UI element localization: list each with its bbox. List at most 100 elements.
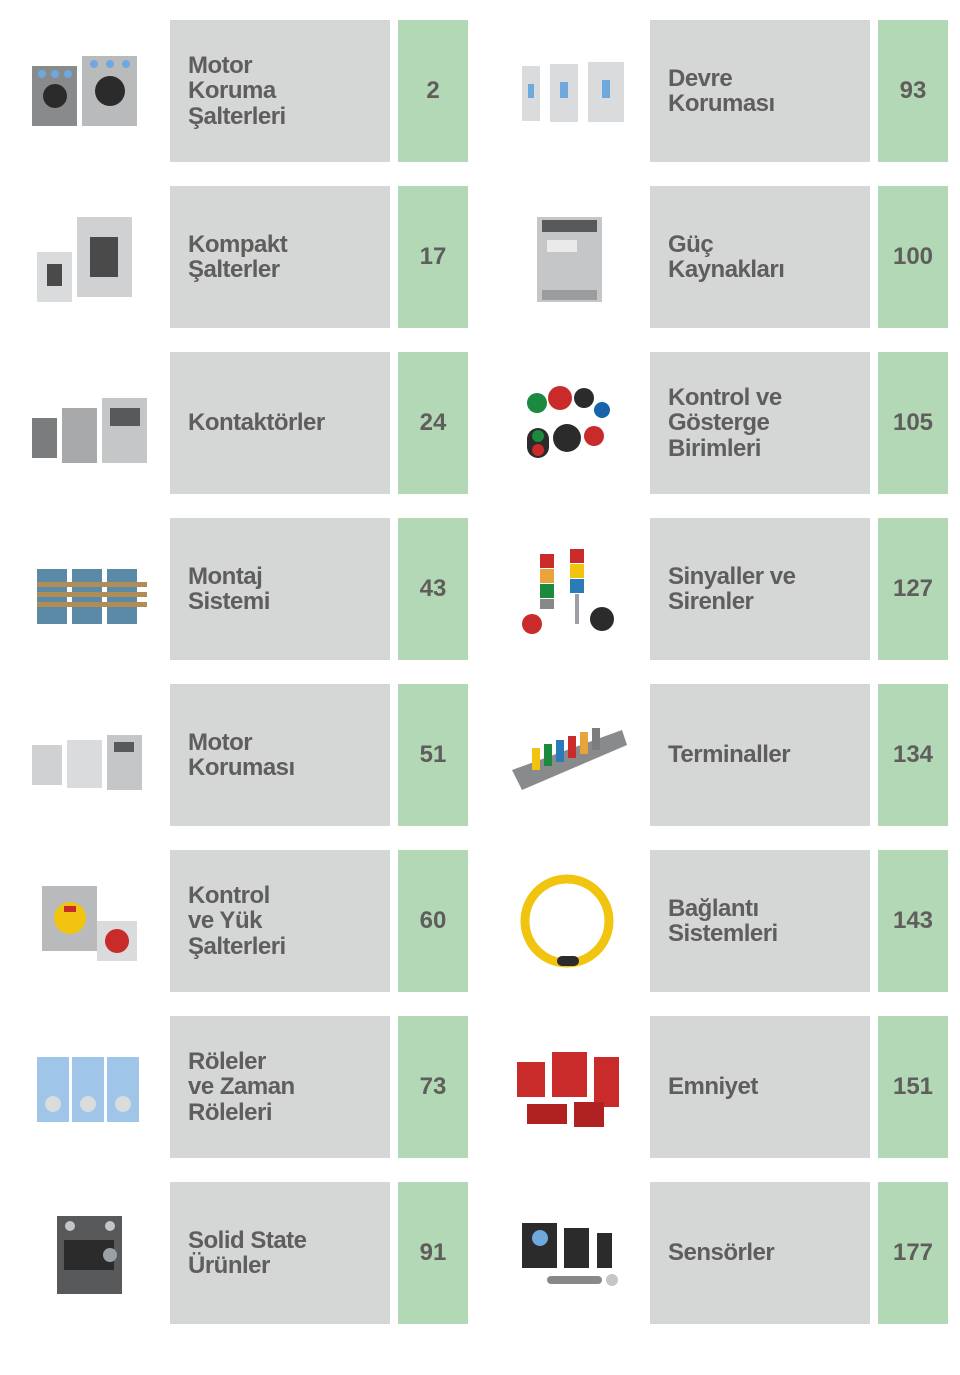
toc-grid: Motor Koruma Şalterleri 2 Devre Koruması… (12, 20, 948, 1324)
product-thumbnail (492, 1182, 642, 1324)
category-label-box: Devre Koruması (650, 20, 870, 162)
category-label: Bağlantı Sistemleri (668, 896, 778, 946)
sensors-icon (502, 1198, 632, 1308)
toc-entry: Montaj Sistemi 43 (12, 518, 468, 660)
page-number: 100 (893, 243, 933, 271)
toc-entry: Güç Kaynakları 100 (492, 186, 948, 328)
page-number: 2 (426, 77, 439, 105)
category-label-box: Kontrol ve Gösterge Birimleri (650, 352, 870, 494)
connection-systems-icon (502, 866, 632, 976)
product-thumbnail (12, 1182, 162, 1324)
page-number: 91 (420, 1239, 447, 1267)
mounting-system-icon (22, 534, 152, 644)
product-thumbnail (12, 850, 162, 992)
product-thumbnail (12, 518, 162, 660)
page-number-box: 93 (878, 20, 948, 162)
page-number: 134 (893, 741, 933, 769)
category-label: Kontaktörler (188, 410, 325, 435)
category-label: Kontrol ve Gösterge Birimleri (668, 385, 782, 461)
product-thumbnail (12, 186, 162, 328)
category-label: Emniyet (668, 1074, 758, 1099)
category-label: Röleler ve Zaman Röleleri (188, 1049, 295, 1125)
motor-protection-switches-icon (22, 36, 152, 146)
page-number: 51 (420, 741, 447, 769)
page-number: 151 (893, 1073, 933, 1101)
page-number-box: 60 (398, 850, 468, 992)
toc-entry: Röleler ve Zaman Röleleri 73 (12, 1016, 468, 1158)
product-thumbnail (12, 352, 162, 494)
toc-entry: Kontrol ve Gösterge Birimleri 105 (492, 352, 948, 494)
control-indicator-units-icon (502, 368, 632, 478)
product-thumbnail (492, 186, 642, 328)
page-number-box: 17 (398, 186, 468, 328)
product-thumbnail (492, 850, 642, 992)
category-label-box: Motor Koruma Şalterleri (170, 20, 390, 162)
toc-entry: Bağlantı Sistemleri 143 (492, 850, 948, 992)
page-number-box: 43 (398, 518, 468, 660)
page-number-box: 24 (398, 352, 468, 494)
category-label: Devre Koruması (668, 66, 775, 116)
toc-entry: Sensörler 177 (492, 1182, 948, 1324)
toc-entry: Devre Koruması 93 (492, 20, 948, 162)
category-label-box: Bağlantı Sistemleri (650, 850, 870, 992)
terminals-icon (502, 700, 632, 810)
page-number: 24 (420, 409, 447, 437)
product-thumbnail (492, 518, 642, 660)
compact-switches-icon (22, 202, 152, 312)
relays-timers-icon (22, 1032, 152, 1142)
toc-entry: Kontrol ve Yük Şalterleri 60 (12, 850, 468, 992)
page-number-box: 51 (398, 684, 468, 826)
toc-entry: Kompakt Şalterler 17 (12, 186, 468, 328)
category-label: Sensörler (668, 1240, 774, 1265)
product-thumbnail (492, 20, 642, 162)
page-number-box: 134 (878, 684, 948, 826)
category-label: Motor Koruma Şalterleri (188, 53, 286, 129)
page-number: 60 (420, 907, 447, 935)
page-number: 93 (900, 77, 927, 105)
toc-entry: Sinyaller ve Sirenler 127 (492, 518, 948, 660)
category-label-box: Solid State Ürünler (170, 1182, 390, 1324)
category-label-box: Terminaller (650, 684, 870, 826)
page-number-box: 73 (398, 1016, 468, 1158)
contactors-icon (22, 368, 152, 478)
category-label: Sinyaller ve Sirenler (668, 564, 795, 614)
page-number: 127 (893, 575, 933, 603)
category-label-box: Sensörler (650, 1182, 870, 1324)
page-number: 143 (893, 907, 933, 935)
category-label: Montaj Sistemi (188, 564, 270, 614)
toc-entry: Motor Koruma Şalterleri 2 (12, 20, 468, 162)
page-number: 73 (420, 1073, 447, 1101)
category-label-box: Sinyaller ve Sirenler (650, 518, 870, 660)
page-number: 17 (420, 243, 447, 271)
toc-entry: Solid State Ürünler 91 (12, 1182, 468, 1324)
safety-icon (502, 1032, 632, 1142)
product-thumbnail (492, 684, 642, 826)
category-label: Solid State Ürünler (188, 1228, 307, 1278)
page-number-box: 105 (878, 352, 948, 494)
motor-protection-icon (22, 700, 152, 810)
product-thumbnail (492, 1016, 642, 1158)
category-label-box: Montaj Sistemi (170, 518, 390, 660)
page-number-box: 177 (878, 1182, 948, 1324)
category-label-box: Kontrol ve Yük Şalterleri (170, 850, 390, 992)
toc-entry: Emniyet 151 (492, 1016, 948, 1158)
page-number: 105 (893, 409, 933, 437)
page-number: 43 (420, 575, 447, 603)
category-label: Kontrol ve Yük Şalterleri (188, 883, 286, 959)
category-label: Motor Koruması (188, 730, 295, 780)
toc-entry: Terminaller 134 (492, 684, 948, 826)
page-number: 177 (893, 1239, 933, 1267)
product-thumbnail (492, 352, 642, 494)
page-number-box: 100 (878, 186, 948, 328)
solid-state-icon (22, 1198, 152, 1308)
toc-entry: Motor Koruması 51 (12, 684, 468, 826)
signals-sirens-icon (502, 534, 632, 644)
category-label-box: Röleler ve Zaman Röleleri (170, 1016, 390, 1158)
category-label: Kompakt Şalterler (188, 232, 287, 282)
page-number-box: 151 (878, 1016, 948, 1158)
page-number-box: 2 (398, 20, 468, 162)
category-label: Terminaller (668, 742, 790, 767)
toc-entry: Kontaktörler 24 (12, 352, 468, 494)
category-label: Güç Kaynakları (668, 232, 784, 282)
page-number-box: 127 (878, 518, 948, 660)
